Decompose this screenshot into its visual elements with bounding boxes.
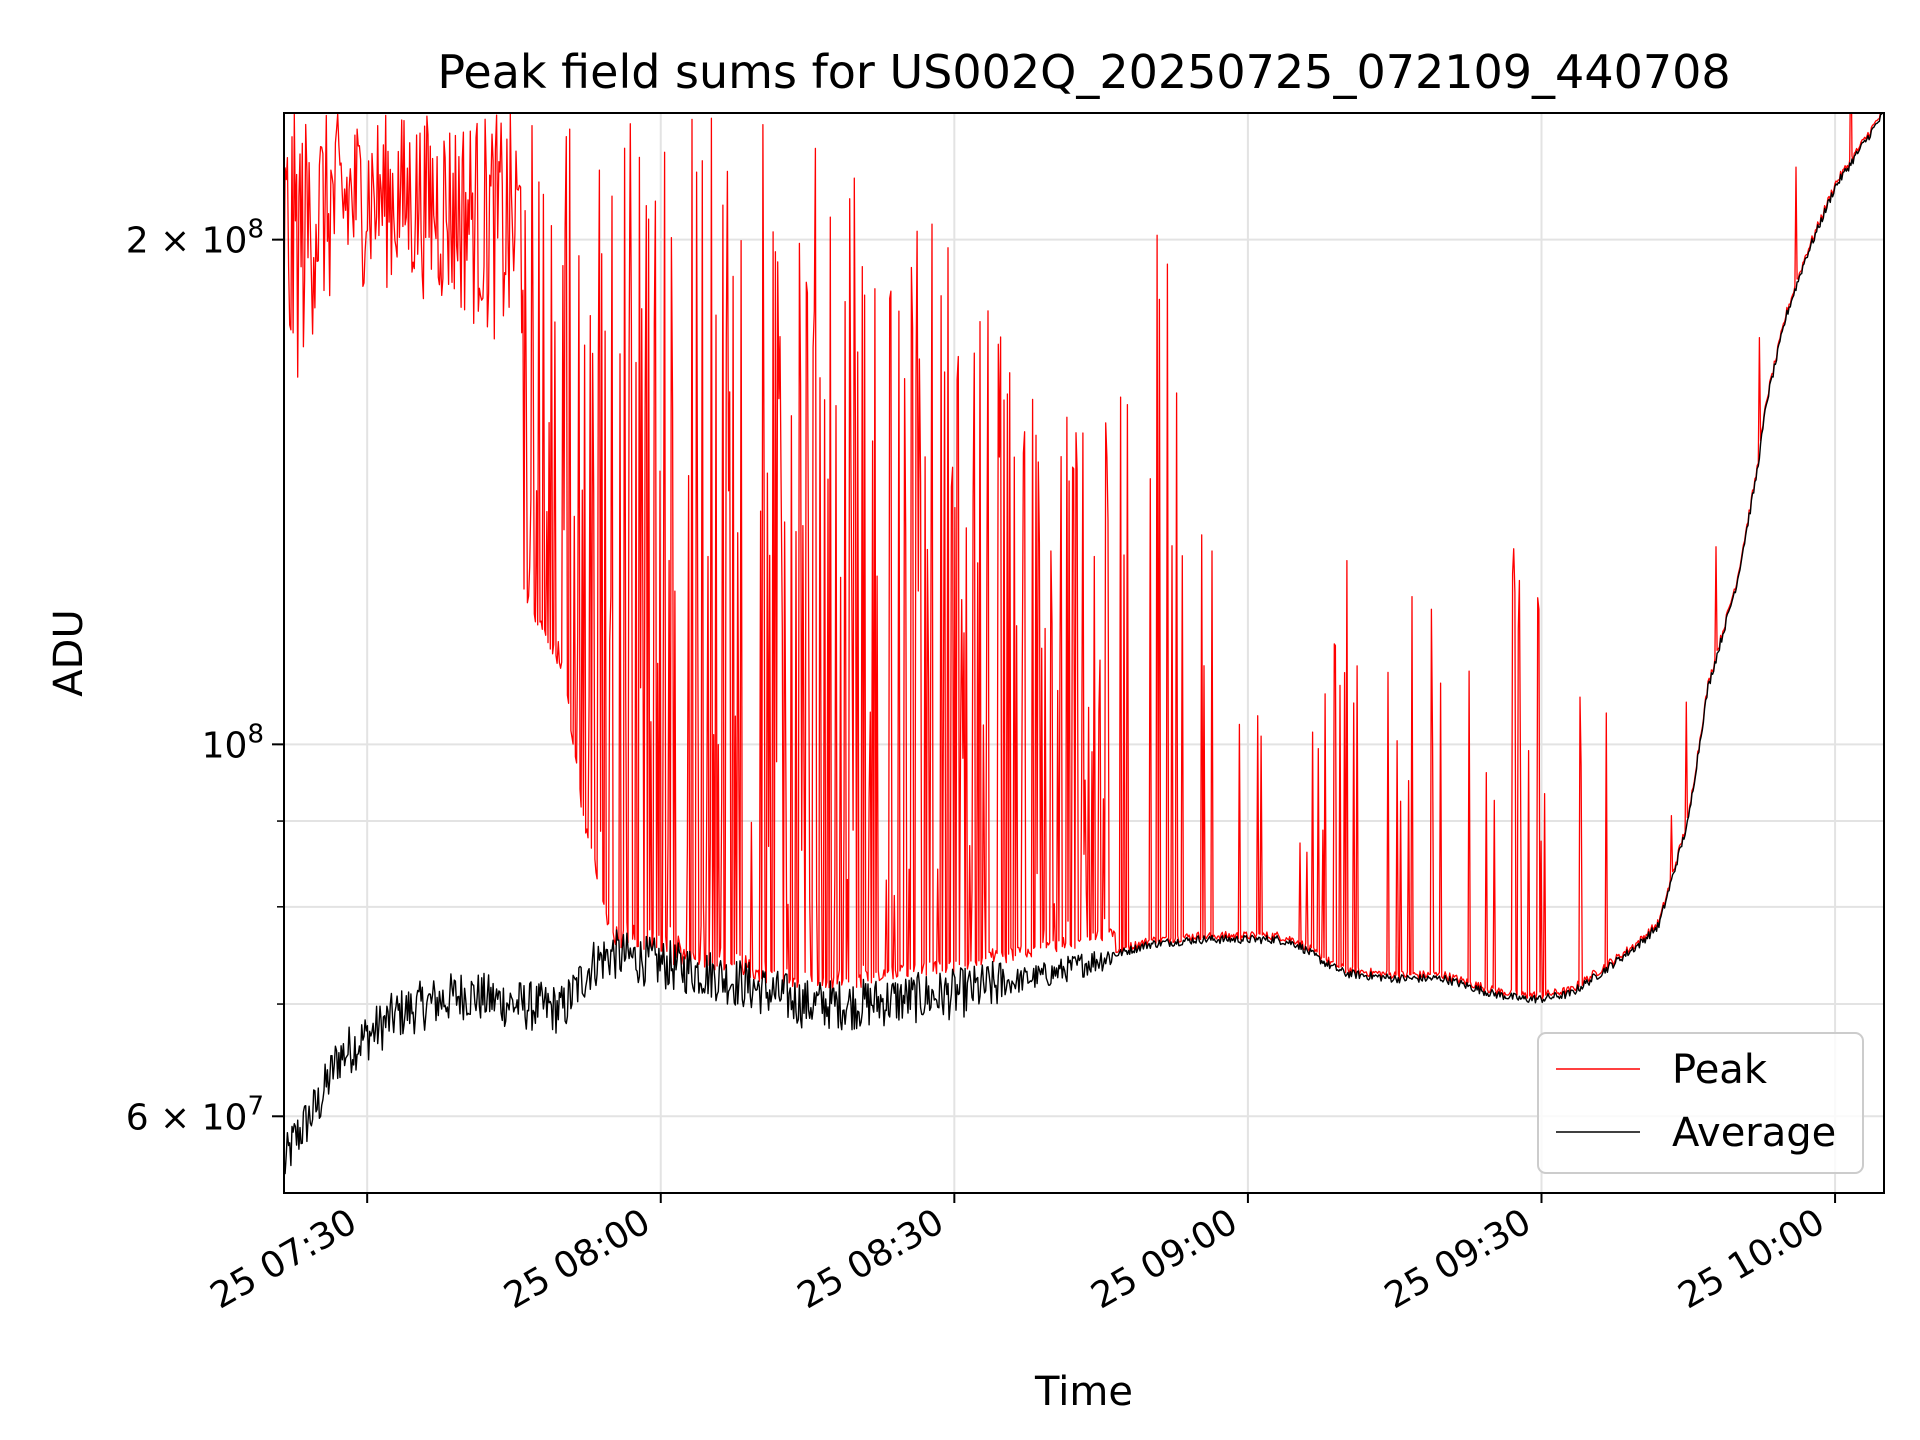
average-series-line xyxy=(284,113,1884,1175)
y-tick-label: 6 × 107 xyxy=(126,1091,264,1138)
peak-series-line xyxy=(284,113,1882,1000)
legend: Peak Average xyxy=(1537,1032,1864,1174)
y-axis-label: ADU xyxy=(46,609,92,696)
y-tick-label: 108 xyxy=(202,719,264,766)
legend-box xyxy=(1537,1032,1864,1174)
series-layer xyxy=(284,113,1884,1175)
plot-frame xyxy=(283,112,1885,1194)
chart-title: Peak field sums for US002Q_20250725_0721… xyxy=(437,45,1730,99)
legend-peak-label: Peak xyxy=(1672,1047,1768,1093)
legend-average-label: Average xyxy=(1672,1110,1836,1156)
y-tick-label: 2 × 108 xyxy=(126,215,264,262)
x-axis-label: Time xyxy=(1034,1369,1133,1415)
